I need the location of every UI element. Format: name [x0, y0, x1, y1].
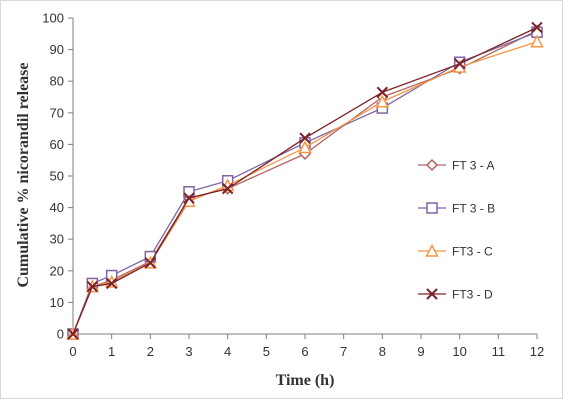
y-tick-label: 80 [50, 74, 64, 89]
legend-marker [426, 202, 438, 214]
y-tick-label: 90 [50, 42, 64, 57]
data-point [453, 58, 466, 70]
y-tick-label: 40 [50, 200, 64, 215]
legend-marker [425, 243, 439, 257]
x-tick-label: 2 [147, 344, 154, 359]
y-tick-label: 100 [42, 11, 64, 26]
series-layer [66, 21, 544, 341]
series-line [72, 26, 538, 335]
x-axis-ticks: 0 1 2 3 4 5 6 7 8 9 10 11 12 [69, 334, 544, 359]
legend-label: FT 3 - A [452, 159, 494, 173]
x-tick-label: 8 [379, 344, 386, 359]
data-point [298, 140, 312, 154]
x-tick-label: 4 [224, 344, 231, 359]
legend-entry: FT3 - C [418, 243, 493, 259]
data-point [86, 280, 99, 293]
legend-marker [426, 288, 438, 300]
legend-entry: FT3 - D [418, 288, 493, 302]
y-tick-label: 10 [50, 295, 64, 310]
data-point [299, 132, 311, 144]
y-tick-label: 60 [50, 137, 64, 152]
data-point [105, 277, 118, 290]
data-point [531, 21, 543, 34]
y-tick-label: 50 [50, 169, 64, 184]
data-point [67, 328, 79, 340]
x-tick-label: 0 [69, 344, 76, 359]
y-tick-label: 70 [50, 105, 64, 120]
x-tick-label: 10 [452, 344, 466, 359]
x-tick-label: 11 [492, 344, 506, 359]
legend-entry: FT 3 - A [418, 159, 494, 173]
y-tick-label: 30 [50, 232, 64, 247]
x-tick-label: 7 [340, 344, 347, 359]
data-point [221, 182, 234, 195]
legend-label: FT3 - C [452, 245, 493, 259]
y-tick-label: 0 [57, 327, 64, 342]
chart-border [0, 0, 563, 399]
data-point [376, 86, 389, 98]
legend: FT 3 - A FT 3 - B FT3 - C FT3 - D [418, 159, 495, 302]
data-point [530, 34, 544, 48]
legend-marker [425, 158, 439, 172]
legend-label: FT 3 - B [452, 202, 495, 216]
x-tick-label: 12 [530, 344, 544, 359]
data-point [183, 192, 195, 204]
x-tick-label: 3 [185, 344, 192, 359]
x-tick-label: 5 [263, 344, 270, 359]
y-tick-label: 20 [50, 263, 64, 278]
series-line [72, 31, 538, 335]
y-axis-ticks: 0 10 20 30 40 50 60 70 80 90 100 [42, 11, 73, 342]
x-tick-label: 1 [108, 344, 115, 359]
data-point [375, 94, 390, 108]
x-tick-label: 6 [301, 344, 308, 359]
x-axis-title: Time (h) [276, 372, 335, 389]
data-point [144, 257, 157, 269]
series-4 [67, 21, 543, 340]
legend-label: FT3 - D [452, 288, 493, 302]
y-axis-title: Cumulative % nicorandil release [15, 62, 32, 287]
legend-entry: FT 3 - B [418, 202, 495, 216]
x-tick-label: 9 [417, 344, 424, 359]
